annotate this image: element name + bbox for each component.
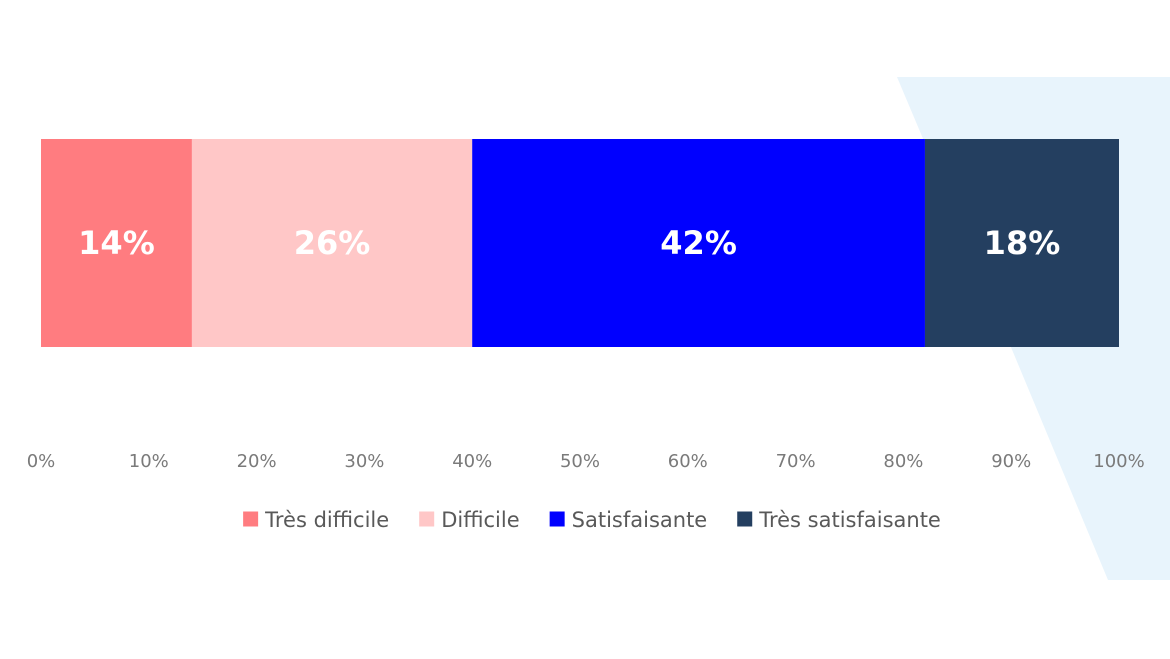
legend-swatch-1 [243, 511, 259, 527]
legend-label-1: Très difficile [264, 508, 389, 532]
x-tick-label: 90% [991, 451, 1031, 472]
x-tick-label: 50% [560, 451, 600, 472]
data-label-2: 26% [294, 224, 371, 262]
bar-segment-3 [472, 139, 925, 347]
bar-group [41, 139, 1119, 347]
x-axis-tick-group: 0% 10% 20% 30% 40% 50% 60% 70% 80% 90% 100% [27, 451, 1145, 472]
legend: Très difficile Difficile Satisfaisante Très… [243, 508, 941, 532]
x-tick-label: 20% [237, 451, 277, 472]
legend-swatch-4 [737, 511, 753, 527]
legend-label-3: Satisfaisante [572, 508, 708, 532]
data-label-group: 14% 26% 42% 18% [78, 224, 1060, 262]
data-label-4: 18% [984, 224, 1061, 262]
legend-label-2: Difficile [441, 508, 519, 532]
bar-segment-4 [924, 139, 1119, 347]
x-tick-label: 70% [776, 451, 816, 472]
x-tick-label: 80% [883, 451, 923, 472]
legend-label-4: Très satisfaisante [758, 508, 941, 532]
data-label-3: 42% [660, 224, 737, 262]
bar-segment-2 [191, 139, 473, 347]
x-tick-label: 60% [668, 451, 708, 472]
bar-segment-1 [41, 139, 192, 347]
x-tick-label: 10% [129, 451, 169, 472]
legend-swatch-3 [549, 511, 565, 527]
x-tick-label: 30% [344, 451, 384, 472]
x-tick-label: 100% [1093, 451, 1144, 472]
x-tick-label: 0% [27, 451, 56, 472]
legend-swatch-2 [419, 511, 435, 527]
x-tick-label: 40% [452, 451, 492, 472]
data-label-1: 14% [78, 224, 155, 262]
